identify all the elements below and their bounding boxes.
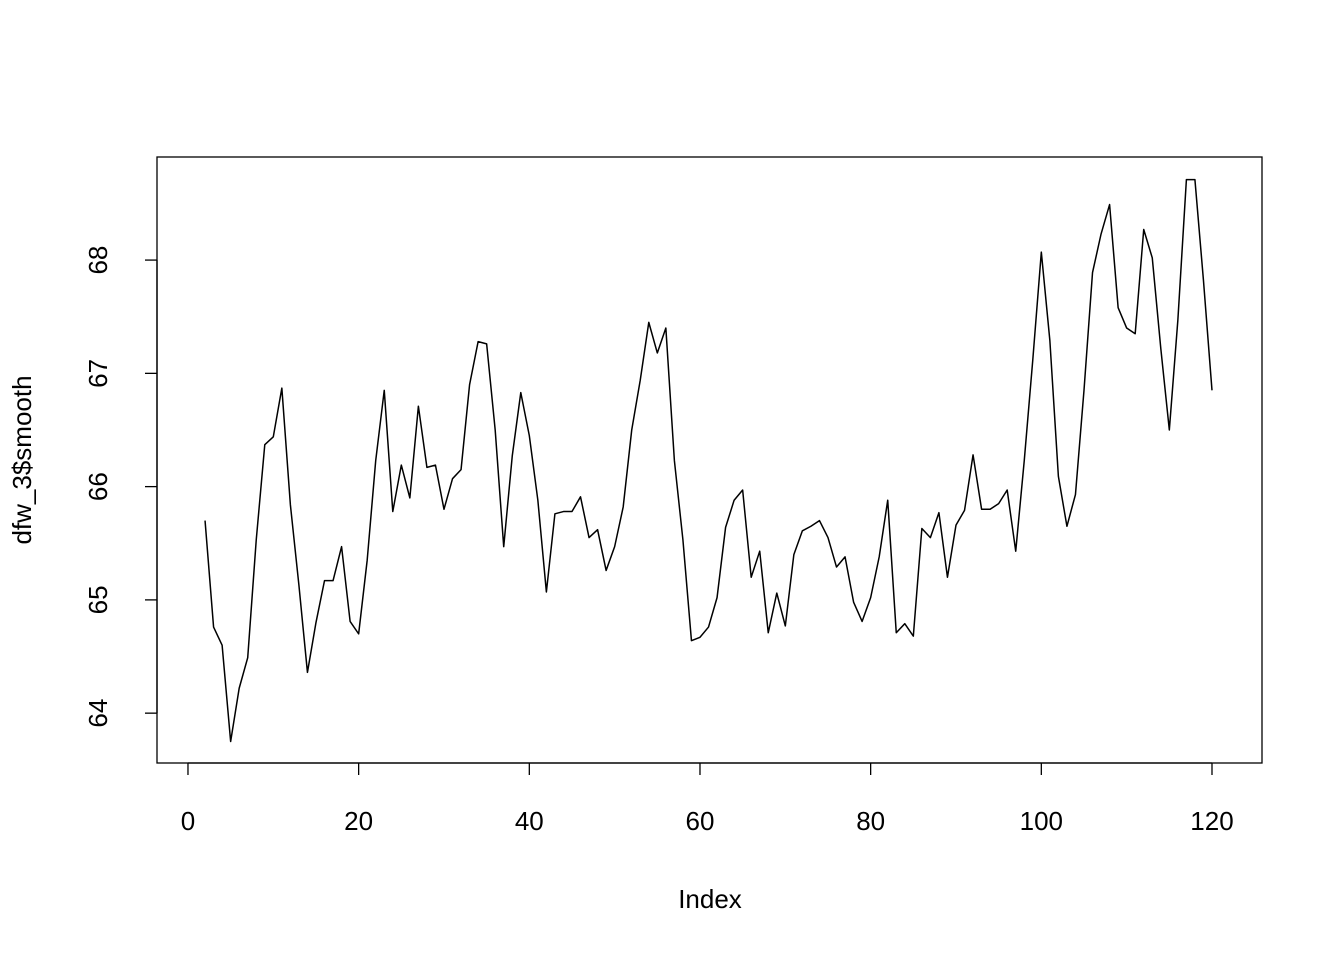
x-tick-label: 120 [1190,806,1233,836]
x-tick-label: 60 [686,806,715,836]
x-axis-label: Index [678,884,742,914]
y-axis-label: dfw_3$smooth [7,375,37,544]
y-tick-label: 66 [83,472,113,501]
y-tick-label: 68 [83,246,113,275]
x-tick-label: 20 [344,806,373,836]
plot-box [156,156,1263,764]
x-tick-label: 100 [1020,806,1063,836]
y-tick-label: 67 [83,359,113,388]
y-tick-label: 64 [83,699,113,728]
data-line [204,178,1213,743]
y-tick-label: 65 [83,585,113,614]
x-tick-label: 80 [856,806,885,836]
x-tick-label: 0 [181,806,195,836]
x-tick-label: 40 [515,806,544,836]
